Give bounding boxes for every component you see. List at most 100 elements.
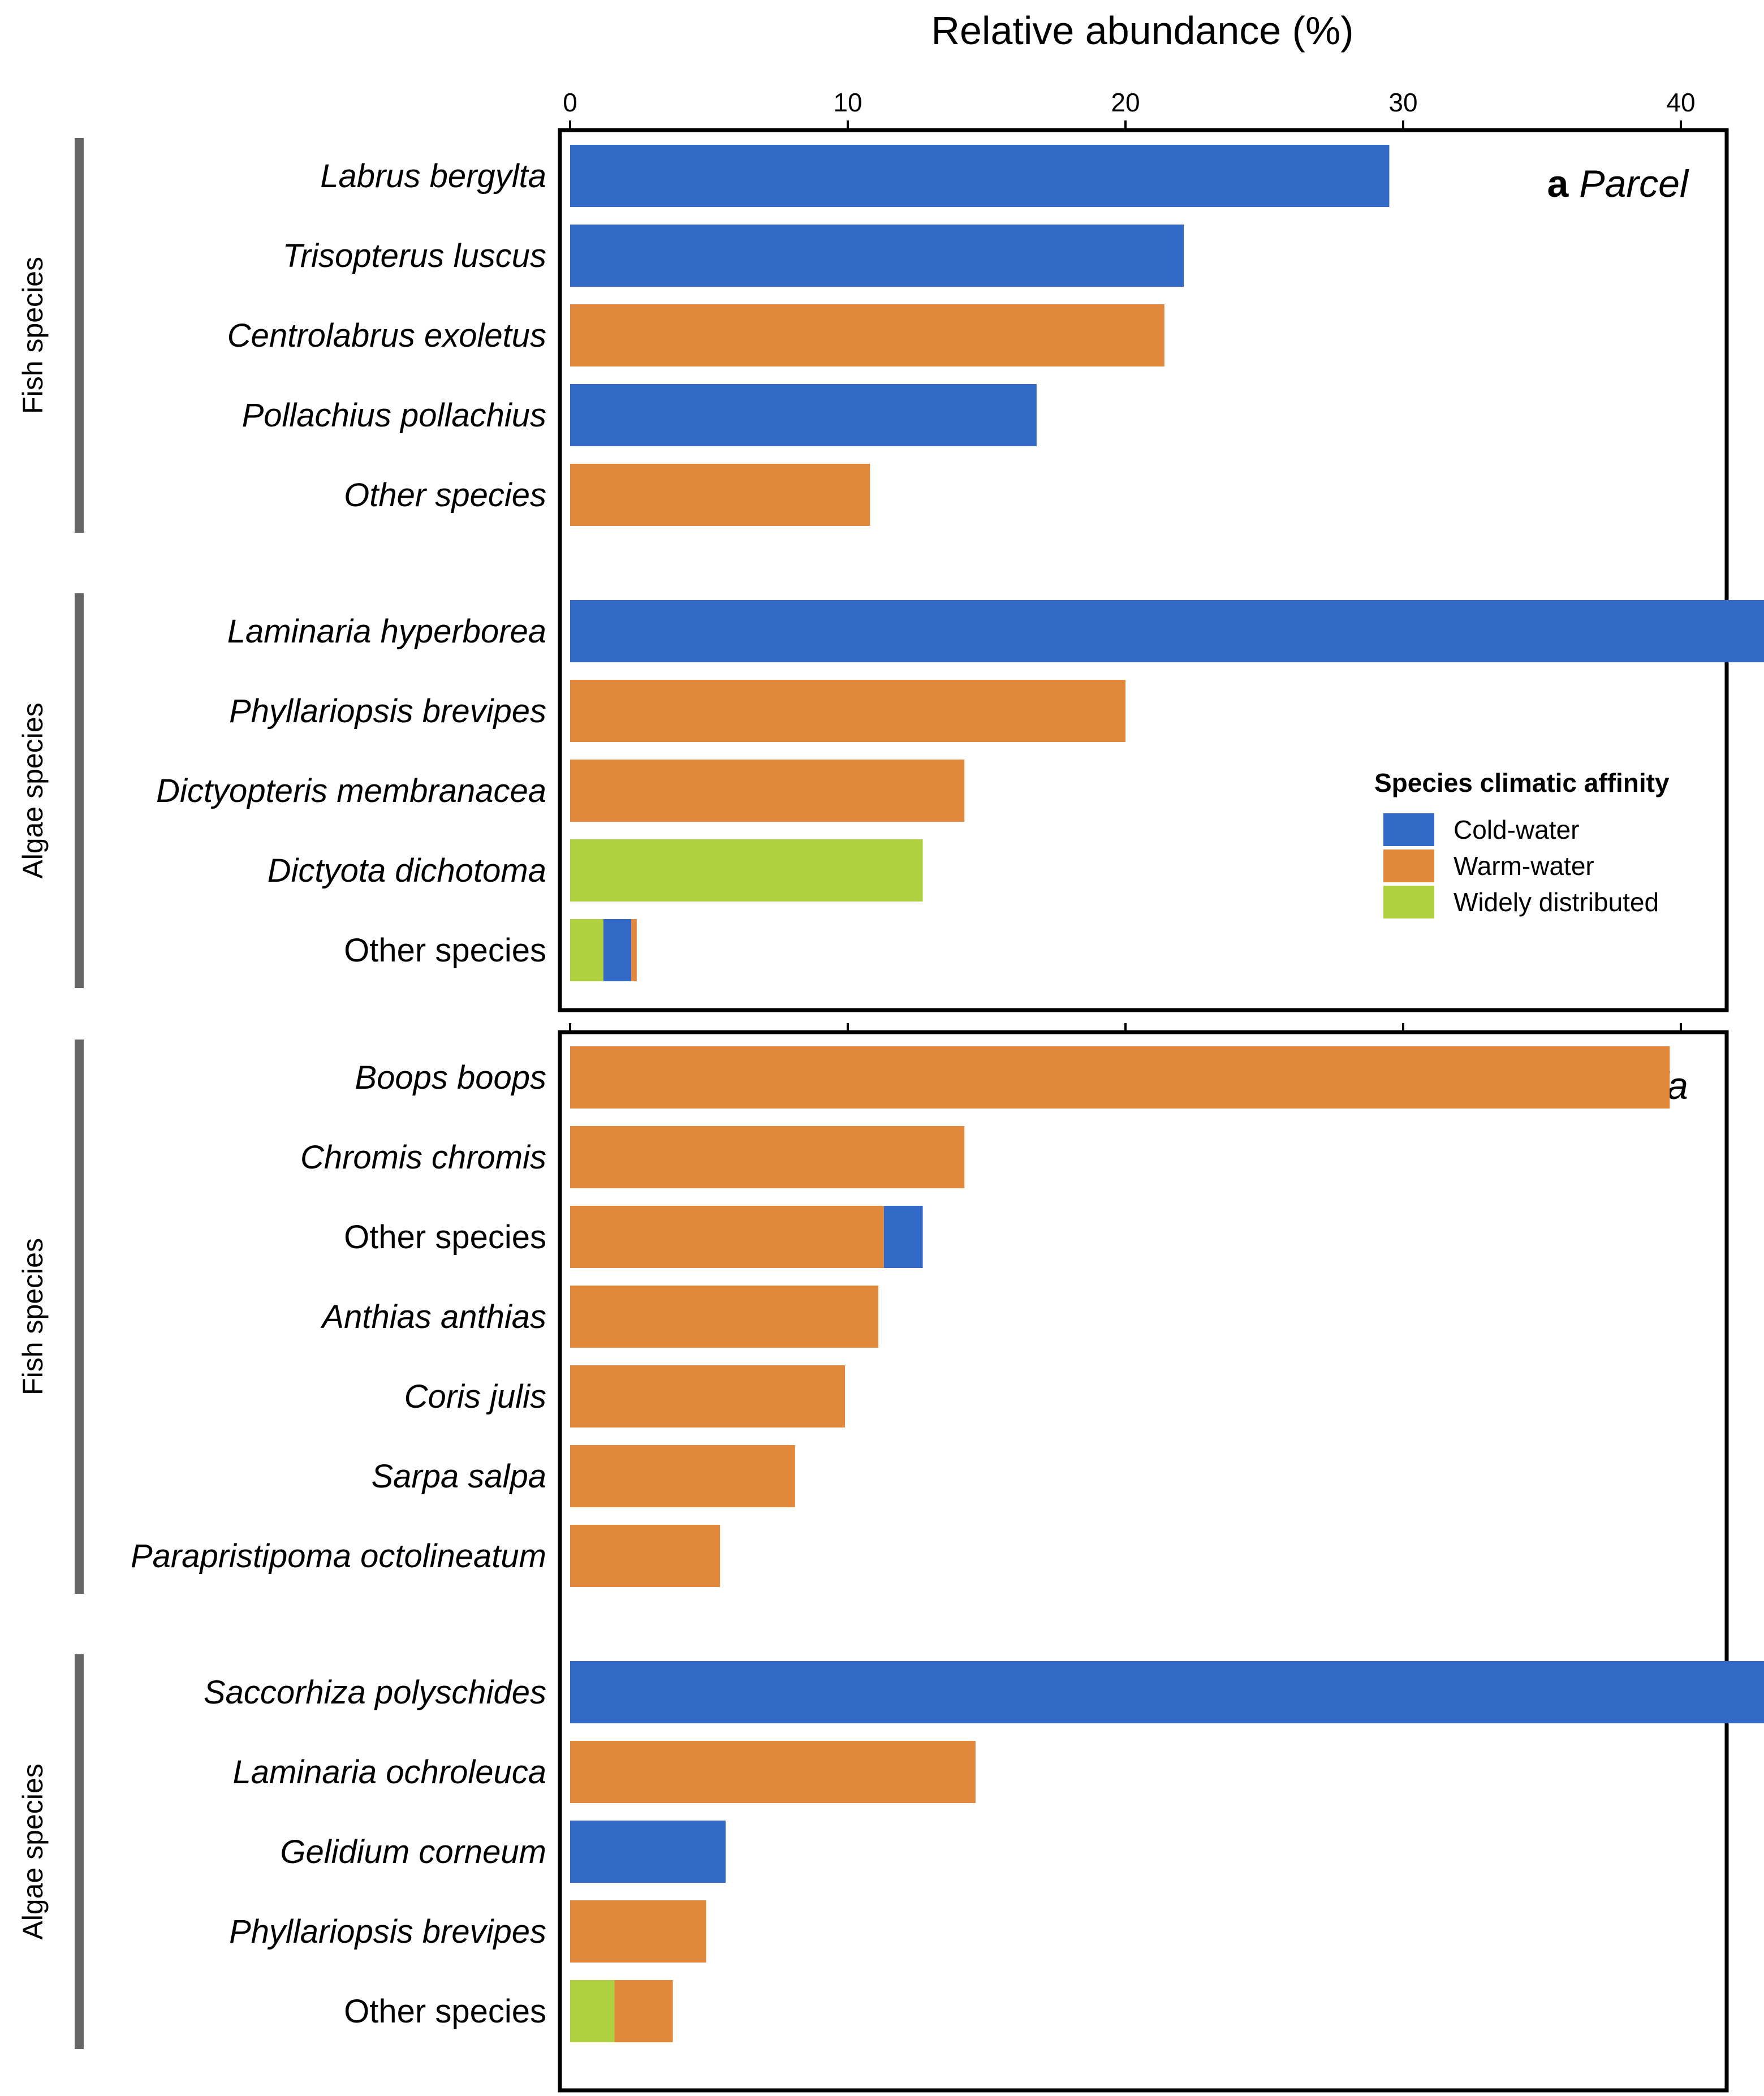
x-tick-label: 0 [563,88,577,117]
bar-row: Anthias anthias [320,1286,879,1348]
x-tick-label: 30 [1388,88,1417,117]
bar-segment-warm [570,680,1125,742]
legend-label: Cold-water [1454,815,1579,844]
x-axis-title: Relative abundance (%) [931,8,1353,53]
group-bracket [75,593,84,988]
category-label: Laminaria ochroleuca [232,1754,546,1791]
category-label: Other species [344,1993,546,2030]
bar-row: Labrus bergylta [320,145,1390,207]
bar-segment-warm [631,919,637,981]
group-label: Algae species [17,1763,49,1939]
category-label: Pollachius pollachius [242,397,546,434]
bar-segment-cold [570,600,1764,662]
bar-row: Saccorhiza polyschides [204,1661,1764,1723]
legend-swatch [1383,886,1434,918]
bar-row: Other species [344,919,637,981]
x-tick-label: 40 [1666,88,1695,117]
bar-segment-warm [570,464,870,526]
panel-letter: a [1547,162,1580,205]
bar-row: Pollachius pollachius [242,384,1037,446]
bar-row: Coris julis [404,1365,846,1427]
bar-segment-warm [614,1980,673,2042]
category-label: Phyllariopsis brevipes [229,693,546,730]
bar-row: Gelidium corneum [280,1821,726,1883]
bar-row: Sarpa salpa [371,1445,795,1507]
bar-segment-warm [570,1286,879,1348]
bar-segment-warm [570,1365,846,1427]
legend-item-cold: Cold-water [1383,813,1579,846]
bar-segment-cold [570,1821,726,1883]
bar-segment-cold [570,145,1390,207]
bar-row: Phyllariopsis brevipes [229,680,1125,742]
bar-row: Boops boops [355,1046,1670,1109]
category-label: Laminaria hyperborea [227,613,546,650]
bar-segment-warm [570,1900,706,1963]
category-label: Other species [344,477,546,514]
bar-segment-warm [570,1046,1670,1109]
bar-row: Laminaria hyperborea [227,600,1764,662]
x-tick-label: 20 [1111,88,1140,117]
bar-segment-cold [570,384,1037,446]
bar-segment-cold [883,1206,923,1268]
bar-row: Chromis chromis [300,1126,965,1188]
legend-label: Warm-water [1454,851,1594,881]
bar-row: Trisopterus luscus [283,225,1184,287]
bar-segment-warm [570,1741,976,1803]
group-label: Algae species [17,702,49,878]
bar-row: Parapristipoma octolineatum [131,1525,721,1587]
x-tick-label: 10 [833,88,862,117]
category-label: Dictyopteris membranacea [156,773,546,809]
category-label: Other species [344,1219,546,1256]
legend-title: Species climatic affinity [1374,768,1670,797]
bar-segment-cold [570,225,1184,287]
group-label: Fish species [17,257,49,414]
bar-row: Centrolabrus exoletus [227,304,1165,366]
category-label: Other species [344,932,546,969]
category-label: Parapristipoma octolineatum [131,1538,546,1575]
bar-segment-warm [570,760,965,822]
legend: Species climatic affinity Cold-water Warm-… [1374,768,1670,918]
bar-segment-cold [570,1661,1764,1723]
bar-row: Other species [344,1206,923,1268]
legend-swatch [1383,849,1434,882]
panels: a Parcel Labrus bergylta Trisopterus luscu… [17,128,1764,2093]
bar-row: Phyllariopsis brevipes [229,1900,706,1963]
category-label: Trisopterus luscus [283,238,546,274]
group-label: Fish species [17,1238,49,1395]
bar-segment-warm [570,1126,965,1188]
panel-title: a Parcel [1547,162,1689,205]
bar-row: Other species [344,464,870,526]
bar-row: Laminaria ochroleuca [232,1741,976,1803]
bar-segment-warm [570,304,1165,366]
category-label: Chromis chromis [300,1139,546,1176]
panel-a: a Parcel Labrus bergylta Trisopterus luscu… [17,128,1764,1012]
category-label: Dictyota dichotoma [268,852,546,889]
category-label: Gelidium corneum [280,1834,546,1870]
bar-row: Dictyopteris membranacea [156,760,965,822]
bar-segment-warm [570,1445,795,1507]
legend-item-warm: Warm-water [1383,849,1594,882]
category-label: Labrus bergylta [320,158,546,195]
panel-frame [558,128,1729,1012]
panel-site-name: Parcel [1579,162,1689,205]
bar-segment-cold [603,919,632,981]
category-label: Anthias anthias [320,1299,546,1335]
group-bracket [75,138,84,533]
bar-segment-warm [570,1525,721,1587]
group-bracket [75,1040,84,1594]
bar-row: Dictyota dichotoma [268,839,923,902]
legend-swatch [1383,813,1434,846]
bar-segment-wide [570,1980,615,2042]
bar-segment-wide [570,839,923,902]
category-label: Centrolabrus exoletus [227,317,546,354]
panel-frame [558,1030,1729,2093]
category-label: Boops boops [355,1059,546,1096]
x-axis: 010203040506070 [563,88,1696,1032]
bar-row: Other species [344,1980,673,2042]
legend-item-wide: Widely distributed [1383,886,1659,918]
category-label: Saccorhiza polyschides [204,1674,546,1711]
bar-segment-wide [570,919,603,981]
bar-segment-warm [570,1206,884,1268]
